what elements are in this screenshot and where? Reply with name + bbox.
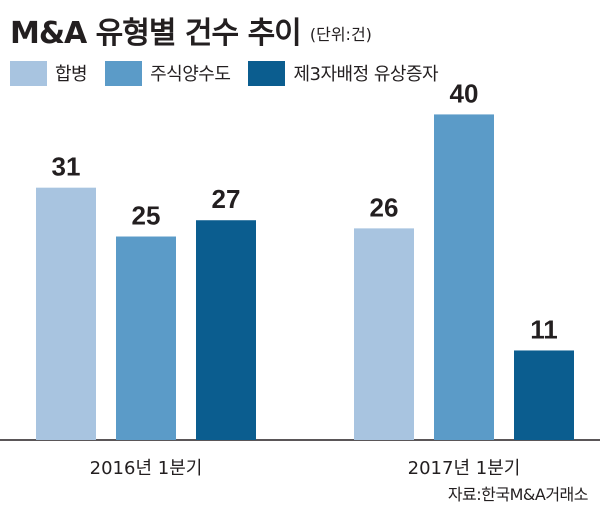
data-label-rights-offering-2: 11 [530, 314, 558, 344]
legend-swatch-share-transfer [105, 60, 143, 86]
legend-label-share-transfer: 주식양수도 [150, 64, 231, 85]
legend-label-merger: 합병 [55, 64, 88, 85]
legend-swatch-merger [10, 60, 47, 86]
x-tick-label-2: 2017년 1분기 [408, 458, 521, 479]
bar-share-transfer-2 [434, 114, 494, 440]
bar-share-transfer-1 [116, 236, 176, 440]
data-label-share-transfer-1: 25 [132, 201, 161, 231]
x-tick-label-1: 2016년 1분기 [90, 458, 203, 479]
legend-item-merger: 합병 [10, 60, 88, 86]
legend: 합병 주식양수도 제3자배정 유상증자 [10, 60, 456, 86]
chart-title: M&A 유형별 건수 추이 [10, 16, 302, 51]
data-label-share-transfer-2: 40 [450, 78, 479, 108]
legend-swatch-rights-offering [248, 60, 286, 86]
bar-rights-offering-2 [514, 350, 574, 440]
data-label-merger-1: 31 [52, 152, 81, 182]
data-label-rights-offering-1: 27 [212, 184, 241, 214]
bar-rights-offering-1 [196, 220, 256, 440]
legend-item-share-transfer: 주식양수도 [105, 60, 231, 86]
unit-label: (단위:건) [309, 25, 372, 44]
bar-merger-1 [36, 187, 96, 440]
source-note: 자료:한국M&A거래소 [447, 485, 589, 504]
data-label-merger-2: 26 [370, 192, 399, 222]
legend-item-rights-offering: 제3자배정 유상증자 [248, 60, 439, 86]
bar-merger-2 [354, 228, 414, 440]
legend-label-rights-offering: 제3자배정 유상증자 [293, 64, 439, 85]
chart-title-row: M&A 유형별 건수 추이 (단위:건) [10, 8, 372, 52]
